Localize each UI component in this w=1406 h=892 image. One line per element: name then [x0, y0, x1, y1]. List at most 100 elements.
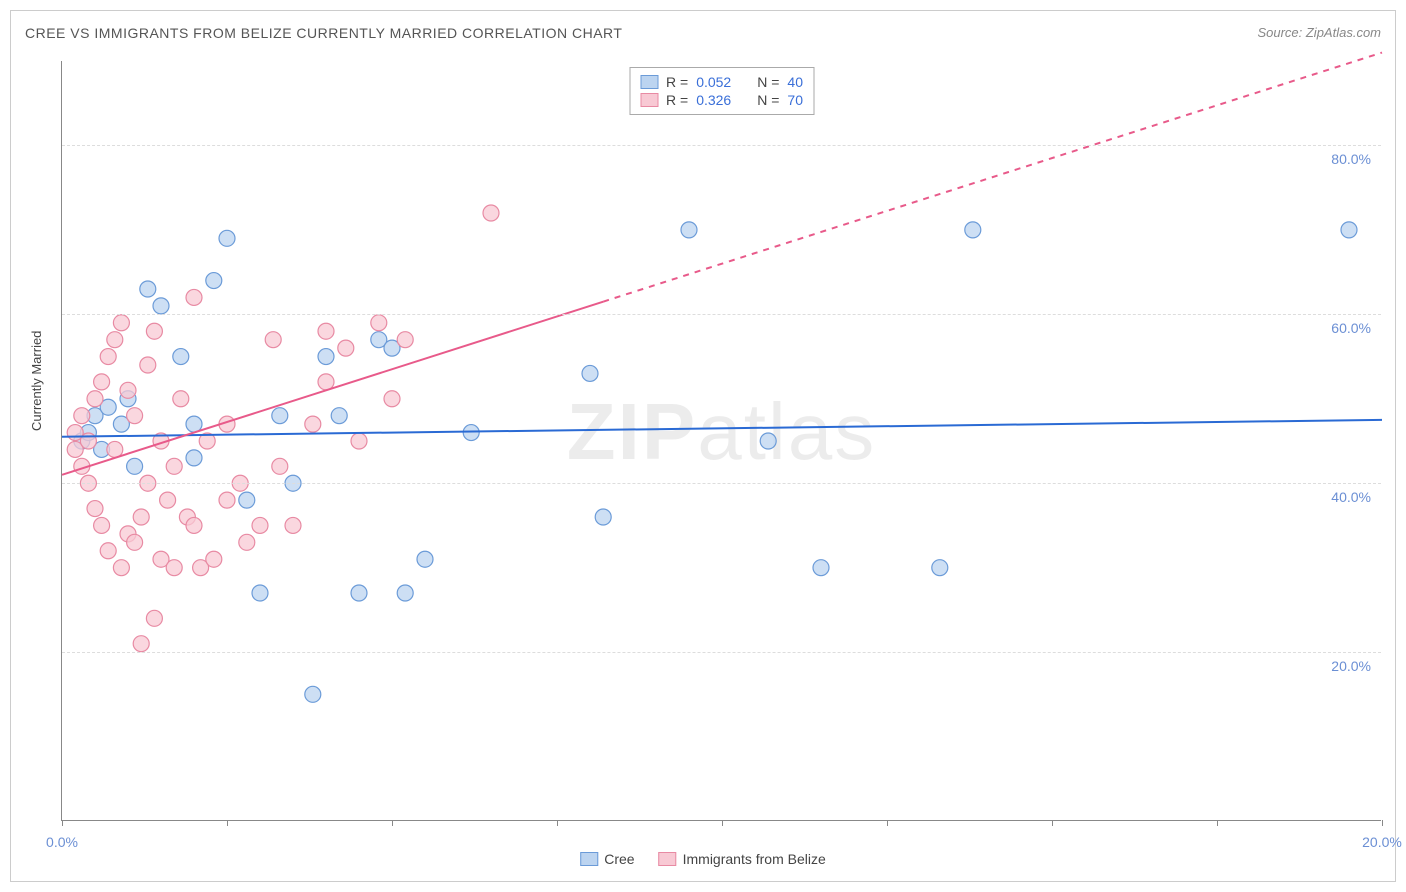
- legend-swatch: [580, 852, 598, 866]
- xtick-mark: [1382, 820, 1383, 826]
- scatter-point: [483, 205, 499, 221]
- ytick-label: 40.0%: [1331, 489, 1371, 505]
- scatter-point: [318, 349, 334, 365]
- legend-swatch: [640, 93, 658, 107]
- scatter-point: [146, 323, 162, 339]
- legend-n-value: 70: [787, 92, 803, 108]
- scatter-point: [239, 534, 255, 550]
- scatter-point: [318, 323, 334, 339]
- scatter-point: [1341, 222, 1357, 238]
- scatter-point: [595, 509, 611, 525]
- scatter-point: [206, 551, 222, 567]
- scatter-point: [397, 332, 413, 348]
- legend-swatch: [640, 75, 658, 89]
- scatter-point: [140, 357, 156, 373]
- scatter-point: [371, 315, 387, 331]
- scatter-point: [146, 610, 162, 626]
- legend-r-label: R =: [666, 74, 688, 90]
- scatter-point: [239, 492, 255, 508]
- scatter-point: [173, 349, 189, 365]
- xtick-mark: [887, 820, 888, 826]
- scatter-point: [351, 585, 367, 601]
- scatter-point: [206, 273, 222, 289]
- scatter-point: [166, 560, 182, 576]
- scatter-point: [107, 441, 123, 457]
- scatter-point: [74, 408, 90, 424]
- xtick-mark: [62, 820, 63, 826]
- ytick-label: 20.0%: [1331, 658, 1371, 674]
- scatter-point: [160, 492, 176, 508]
- scatter-point: [285, 517, 301, 533]
- xtick-label: 20.0%: [1362, 834, 1402, 850]
- legend-r-value: 0.052: [696, 74, 731, 90]
- ytick-label: 80.0%: [1331, 151, 1371, 167]
- xtick-mark: [1217, 820, 1218, 826]
- scatter-point: [186, 416, 202, 432]
- scatter-point: [965, 222, 981, 238]
- scatter-point: [219, 230, 235, 246]
- legend-top: R =0.052N =40R =0.326N =70: [629, 67, 814, 115]
- scatter-point: [127, 534, 143, 550]
- legend-swatch: [659, 852, 677, 866]
- scatter-point: [107, 332, 123, 348]
- xtick-mark: [227, 820, 228, 826]
- chart-title: CREE VS IMMIGRANTS FROM BELIZE CURRENTLY…: [25, 25, 622, 41]
- scatter-point: [120, 382, 136, 398]
- scatter-point: [94, 517, 110, 533]
- legend-item: Cree: [580, 851, 634, 867]
- plot-area: ZIPatlas R =0.052N =40R =0.326N =70 20.0…: [61, 61, 1381, 821]
- legend-n-value: 40: [787, 74, 803, 90]
- scatter-point: [760, 433, 776, 449]
- trend-line: [62, 420, 1382, 437]
- scatter-point: [272, 408, 288, 424]
- scatter-point: [265, 332, 281, 348]
- scatter-point: [272, 458, 288, 474]
- scatter-point: [166, 458, 182, 474]
- legend-item-label: Immigrants from Belize: [683, 851, 826, 867]
- legend-r-value: 0.326: [696, 92, 731, 108]
- scatter-point: [113, 315, 129, 331]
- scatter-point: [305, 416, 321, 432]
- scatter-point: [351, 433, 367, 449]
- xtick-mark: [722, 820, 723, 826]
- scatter-point: [186, 450, 202, 466]
- legend-item-label: Cree: [604, 851, 634, 867]
- scatter-point: [127, 408, 143, 424]
- legend-row: R = 0.052 N = 40: [640, 74, 803, 90]
- legend-bottom: Cree Immigrants from Belize: [580, 851, 826, 867]
- legend-row: R =0.326N =70: [640, 92, 803, 108]
- scatter-point: [186, 289, 202, 305]
- scatter-point: [397, 585, 413, 601]
- legend-item: Immigrants from Belize: [659, 851, 826, 867]
- scatter-point: [100, 349, 116, 365]
- scatter-point: [417, 551, 433, 567]
- scatter-point: [100, 543, 116, 559]
- grid-line: [62, 314, 1381, 315]
- scatter-point: [318, 374, 334, 390]
- scatter-point: [219, 492, 235, 508]
- scatter-point: [305, 686, 321, 702]
- scatter-point: [87, 391, 103, 407]
- y-axis-label: Currently Married: [29, 331, 44, 431]
- scatter-point: [813, 560, 829, 576]
- xtick-mark: [1052, 820, 1053, 826]
- ytick-label: 60.0%: [1331, 320, 1371, 336]
- scatter-point: [932, 560, 948, 576]
- scatter-point: [186, 517, 202, 533]
- legend-n-label: N =: [757, 74, 779, 90]
- scatter-point: [127, 458, 143, 474]
- scatter-point: [153, 298, 169, 314]
- grid-line: [62, 483, 1381, 484]
- xtick-label: 0.0%: [46, 834, 78, 850]
- scatter-point: [173, 391, 189, 407]
- scatter-point: [582, 365, 598, 381]
- scatter-point: [94, 374, 110, 390]
- scatter-point: [384, 391, 400, 407]
- source-label: Source: ZipAtlas.com: [1257, 25, 1381, 40]
- scatter-point: [133, 636, 149, 652]
- legend-r-label: R =: [666, 92, 688, 108]
- grid-line: [62, 652, 1381, 653]
- plot-svg: [62, 61, 1381, 820]
- xtick-mark: [392, 820, 393, 826]
- xtick-mark: [557, 820, 558, 826]
